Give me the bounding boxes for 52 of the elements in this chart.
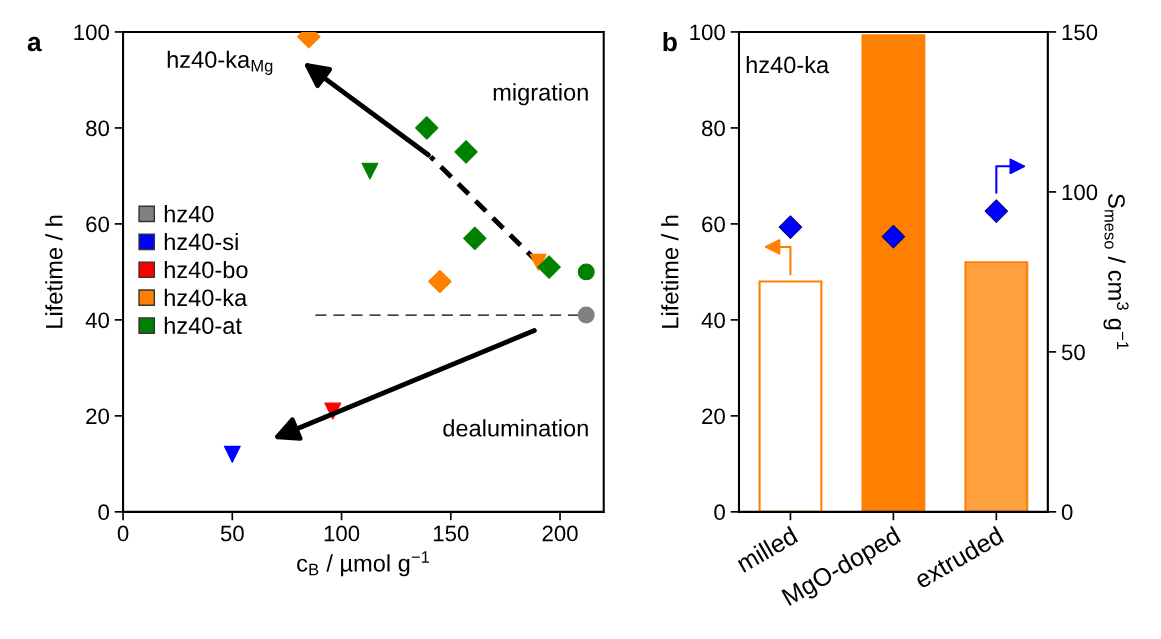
y-tick-label: 60 xyxy=(702,216,725,233)
y-axis-title: Lifetime / h xyxy=(661,215,679,328)
annotation: hz40-ka xyxy=(746,55,830,74)
y2-tick-label: 150 xyxy=(1062,24,1098,41)
x-tick-label: 50 xyxy=(220,525,244,542)
x-axis-title: c$_{B}$ / µmol g$^{−1}$ xyxy=(297,551,430,577)
point xyxy=(454,140,478,164)
bar xyxy=(964,261,1029,512)
y-tick-label: 60 xyxy=(86,216,109,233)
point xyxy=(984,199,1009,223)
point xyxy=(577,306,595,324)
text: a xyxy=(27,36,42,52)
y-tick-label: 100 xyxy=(690,24,725,41)
point xyxy=(529,253,547,271)
point xyxy=(361,162,379,180)
y2-tick-label: 100 xyxy=(1062,184,1098,201)
y-tick-label: 40 xyxy=(701,312,725,329)
y2-tick-label: 50 xyxy=(1061,344,1085,361)
legend-label: hz40-at xyxy=(164,316,242,335)
legend-label: hz40-bo xyxy=(164,260,248,279)
y-tick-label: 0 xyxy=(98,504,109,521)
point xyxy=(428,269,452,294)
legend-label: hz40-si xyxy=(164,232,238,251)
y-tick-label: 20 xyxy=(86,408,109,425)
legend-label: hz40 xyxy=(164,205,214,223)
point xyxy=(537,255,561,279)
point xyxy=(223,445,241,463)
point xyxy=(414,116,439,140)
annotation: migration xyxy=(493,83,588,106)
y2-axis-title: S$_{meso}$ / cm$^{3}$ g$^{−1}$ xyxy=(1103,194,1129,350)
bar xyxy=(758,280,823,512)
bar xyxy=(861,34,926,512)
y-tick-label: 80 xyxy=(702,120,725,137)
point xyxy=(577,263,595,281)
y2-tick-label: 0 xyxy=(1061,504,1073,521)
y-axis-title: Lifetime / h xyxy=(45,215,63,328)
text: b xyxy=(663,31,677,52)
legend-label: hz40-ka xyxy=(164,288,248,307)
point xyxy=(881,224,906,249)
x-tick-label: 0 xyxy=(117,525,129,542)
y-tick-label: 80 xyxy=(86,120,109,137)
x-tick-label: 100 xyxy=(324,525,360,542)
point xyxy=(463,226,487,251)
x-tick-label: 200 xyxy=(542,525,578,542)
point xyxy=(778,215,803,239)
y-tick-label: 0 xyxy=(714,504,725,521)
y-tick-label: 20 xyxy=(702,408,725,425)
y-tick-label: 100 xyxy=(74,24,110,41)
annotation: hz40-ka$_{Mg}$ xyxy=(167,50,273,75)
x-tick-label: 150 xyxy=(433,525,469,542)
y-tick-label: 40 xyxy=(85,312,109,329)
annotation: dealumination xyxy=(443,419,588,437)
